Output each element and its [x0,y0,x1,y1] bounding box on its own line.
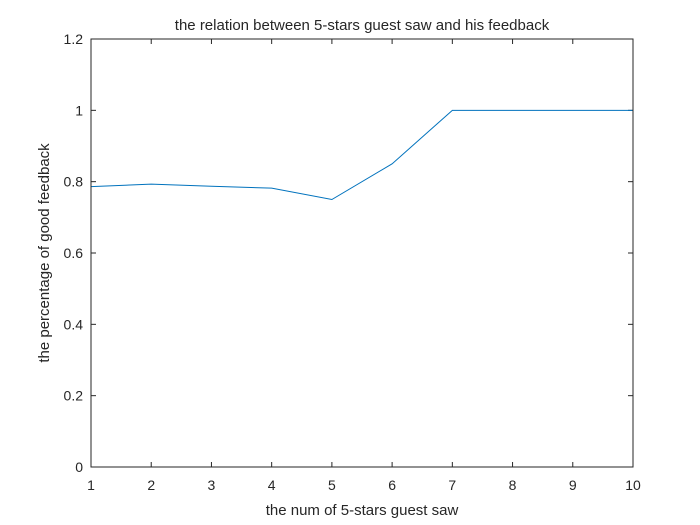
x-axis-label: the num of 5-stars guest saw [266,502,459,519]
x-tick-label: 4 [268,477,276,493]
x-tick-label: 7 [448,477,456,493]
x-tick-label: 3 [208,477,216,493]
y-tick-label: 1.2 [64,31,84,47]
x-tick-label: 1 [87,477,95,493]
x-tick-label: 8 [509,477,517,493]
y-tick-label: 0.6 [64,245,84,261]
data-series [90,109,633,201]
y-tick-label: 0.8 [64,174,84,190]
x-tick-label: 2 [147,477,155,493]
x-tick-label: 6 [388,477,396,493]
axes-box [90,38,634,468]
y-tick-label: 1 [75,102,83,118]
x-tick-label: 10 [625,477,641,493]
series-line [90,109,633,201]
x-tick-label: 5 [328,477,336,493]
y-axis-label: the percentage of good feedback [36,143,53,363]
plot-area [91,39,633,467]
y-tick-label: 0 [75,459,83,475]
x-tick-label: 9 [569,477,577,493]
y-tick-label: 0.4 [64,316,84,332]
y-tick-label: 0.2 [64,388,84,404]
chart-title: the relation between 5-stars guest saw a… [175,17,550,34]
